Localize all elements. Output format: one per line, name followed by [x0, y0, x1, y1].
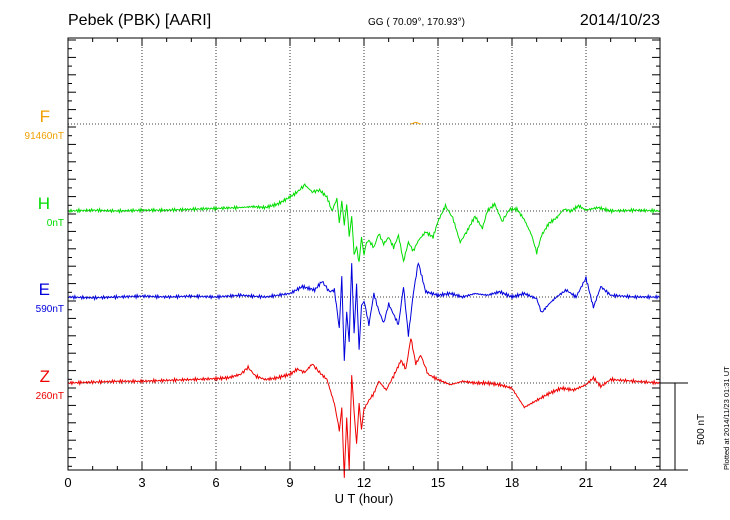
station-title: Pebek (PBK) [AARI]	[68, 12, 212, 29]
trace-line-e	[67, 262, 661, 361]
trace-line-f	[410, 121, 421, 125]
tick-label-layer: 0 3 6 9 12 15 18 21 24	[64, 475, 667, 490]
trace-baseline-h: 0nT	[46, 218, 64, 229]
scale-bar-label: 500 nT	[696, 413, 707, 445]
station-coordinates: GG ( 70.09°, 170.93°)	[368, 17, 465, 28]
axes-layer	[67, 37, 661, 471]
x-tick-label: 18	[505, 475, 519, 490]
x-axis-label: U T (hour)	[335, 491, 394, 506]
trace-label-f: F	[39, 107, 50, 126]
x-tick-label: 3	[138, 475, 145, 490]
trace-label-h: H	[37, 194, 50, 213]
grid-layer	[68, 38, 660, 470]
plot-date: 2014/10/23	[579, 12, 660, 29]
x-tick-label: 12	[357, 475, 371, 490]
trace-baseline-f: 91460nT	[24, 131, 64, 142]
trace-baseline-e: 590nT	[35, 304, 64, 315]
trace-line-z	[67, 338, 661, 478]
x-tick-label: 6	[212, 475, 219, 490]
trace-label-z: Z	[39, 367, 50, 386]
trace-baseline-z: 260nT	[35, 391, 64, 402]
x-tick-label: 21	[579, 475, 593, 490]
x-tick-label: 0	[64, 475, 71, 490]
plotted-timestamp: Plotted at 2014/11/23 01:31 UT	[722, 366, 730, 470]
trace-label-e: E	[38, 280, 50, 299]
x-tick-label: 15	[431, 475, 445, 490]
trace-line-h	[67, 183, 661, 263]
x-tick-label: 9	[286, 475, 293, 490]
x-tick-label: 24	[653, 475, 667, 490]
scale-bar	[660, 382, 688, 471]
trace-layer	[67, 121, 661, 478]
